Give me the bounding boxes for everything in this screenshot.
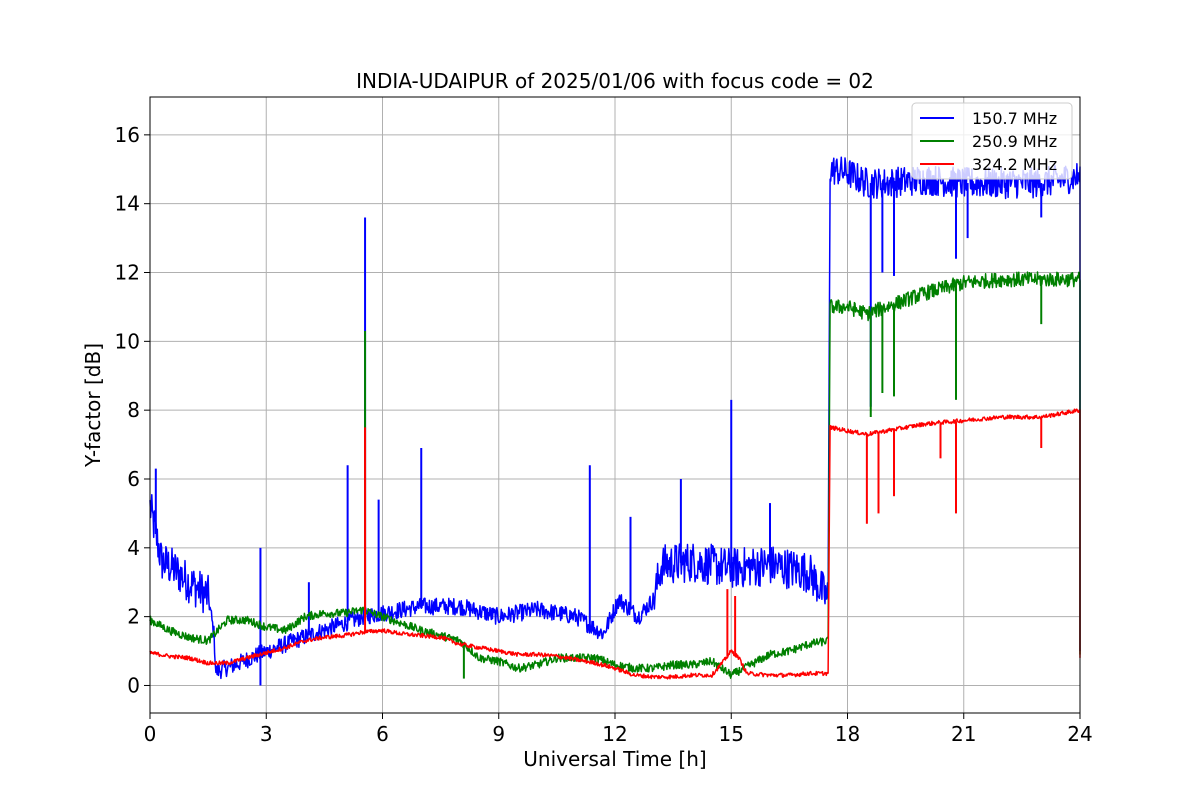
x-tick-label: 9	[492, 722, 505, 746]
series-layer	[149, 156, 1081, 686]
y-tick-label: 4	[127, 536, 140, 560]
legend: 150.7 MHz 250.9 MHz 324.2 MHz	[911, 102, 1073, 180]
y-tick-label: 6	[127, 467, 140, 491]
x-tick-label: 21	[951, 722, 976, 746]
y-tick-label: 2	[127, 605, 140, 629]
legend-box	[911, 102, 1073, 180]
x-tick-label: 18	[835, 722, 860, 746]
y-axis-label: Y-factor [dB]	[81, 343, 105, 468]
x-tick-label: 24	[1067, 722, 1092, 746]
x-tick-label: 0	[144, 722, 157, 746]
series-line-3	[149, 408, 1081, 680]
x-tick-label: 15	[719, 722, 744, 746]
legend-label: 324.2 MHz	[972, 155, 1057, 174]
legend-label: 250.9 MHz	[972, 132, 1057, 151]
x-axis-label: Universal Time [h]	[523, 747, 706, 771]
chart-title: INDIA-UDAIPUR of 2025/01/06 with focus c…	[356, 69, 874, 93]
y-tick-label: 14	[115, 192, 140, 216]
legend-label: 150.7 MHz	[972, 109, 1057, 128]
series-line-1	[149, 156, 1081, 680]
x-tick-label: 3	[260, 722, 273, 746]
y-tick-label: 0	[127, 673, 140, 697]
y-tick-label: 10	[115, 329, 140, 353]
x-tick-label: 6	[376, 722, 389, 746]
x-tick-label: 12	[602, 722, 627, 746]
y-tick-label: 16	[115, 123, 140, 147]
y-tick-label: 12	[115, 261, 140, 285]
y-tick-label: 8	[127, 398, 140, 422]
series-line-2	[149, 271, 1081, 679]
